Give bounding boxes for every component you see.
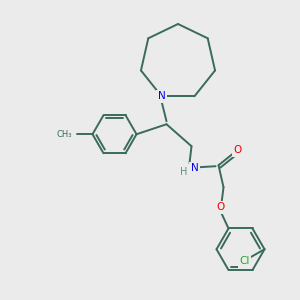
Text: N: N bbox=[158, 91, 165, 101]
Text: O: O bbox=[233, 145, 242, 155]
Text: Cl: Cl bbox=[239, 256, 250, 266]
Text: H: H bbox=[180, 167, 187, 177]
Text: O: O bbox=[216, 202, 225, 212]
Text: N: N bbox=[190, 163, 198, 173]
Text: CH₃: CH₃ bbox=[56, 130, 71, 139]
